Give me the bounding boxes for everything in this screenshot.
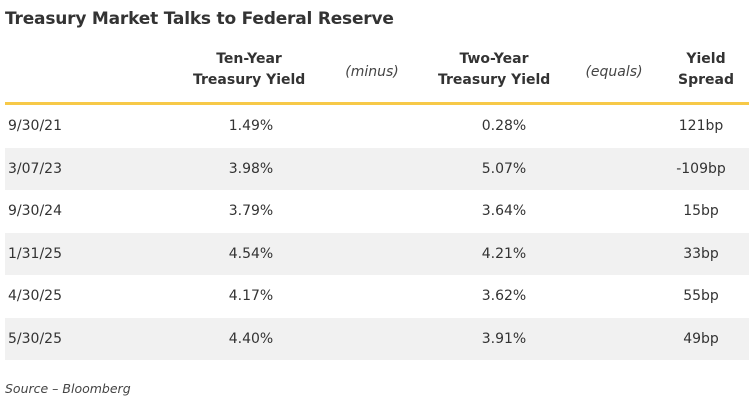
yield-table: 9/30/21 1.49% 0.28% 121bp 3/07/23 3.98% … [5,105,749,360]
header-spread-line2: Spread [678,72,734,88]
header-two-year: Two-Year Treasury Yield [438,49,550,91]
table-row: 9/30/24 3.79% 3.64% 15bp [5,190,749,233]
source-note: Source – Bloomberg [5,381,131,396]
table-row: 3/07/23 3.98% 5.07% -109bp [5,147,749,190]
header-two-year-line1: Two-Year [459,51,529,67]
date-cell: 9/30/24 [8,203,62,220]
two-year-cell: 5.07% [481,160,527,177]
ten-year-cell: 3.79% [228,203,274,220]
header-spread: Yield Spread [671,49,741,91]
page-title: Treasury Market Talks to Federal Reserve [5,9,394,29]
header-ten-year-line1: Ten-Year [216,51,282,67]
two-year-cell: 4.21% [481,245,527,262]
table-row: 4/30/25 4.17% 3.62% 55bp [5,275,749,318]
spread-cell: 15bp [683,203,719,220]
header-equals: (equals) [585,64,643,80]
ten-year-cell: 4.17% [228,288,274,305]
header-ten-year-line2: Treasury Yield [193,72,306,88]
ten-year-cell: 4.40% [228,330,274,347]
header-ten-year: Ten-Year Treasury Yield [193,49,305,91]
header-rule [5,102,749,105]
two-year-cell: 3.62% [481,288,527,305]
ten-year-cell: 4.54% [228,245,274,262]
table-row: 5/30/25 4.40% 3.91% 49bp [5,317,749,360]
date-cell: 3/07/23 [8,160,62,177]
header-spread-line1: Yield [686,51,726,67]
spread-cell: 55bp [683,288,719,305]
header-minus: (minus) [345,64,399,80]
spread-cell: 121bp [678,118,724,135]
ten-year-cell: 3.98% [228,160,274,177]
header-two-year-line2: Treasury Yield [438,72,551,88]
two-year-cell: 0.28% [481,118,527,135]
two-year-cell: 3.64% [481,203,527,220]
table-row: 1/31/25 4.54% 4.21% 33bp [5,232,749,275]
date-cell: 9/30/21 [8,118,62,135]
spread-cell: 33bp [683,245,719,262]
date-cell: 4/30/25 [8,288,62,305]
spread-cell: 49bp [683,330,719,347]
date-cell: 1/31/25 [8,245,62,262]
ten-year-cell: 1.49% [228,118,274,135]
table-row: 9/30/21 1.49% 0.28% 121bp [5,105,749,148]
two-year-cell: 3.91% [481,330,527,347]
date-cell: 5/30/25 [8,330,62,347]
spread-cell: -109bp [676,160,726,177]
